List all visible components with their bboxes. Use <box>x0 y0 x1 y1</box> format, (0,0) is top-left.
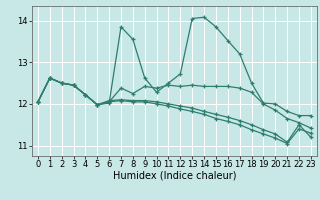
X-axis label: Humidex (Indice chaleur): Humidex (Indice chaleur) <box>113 171 236 181</box>
